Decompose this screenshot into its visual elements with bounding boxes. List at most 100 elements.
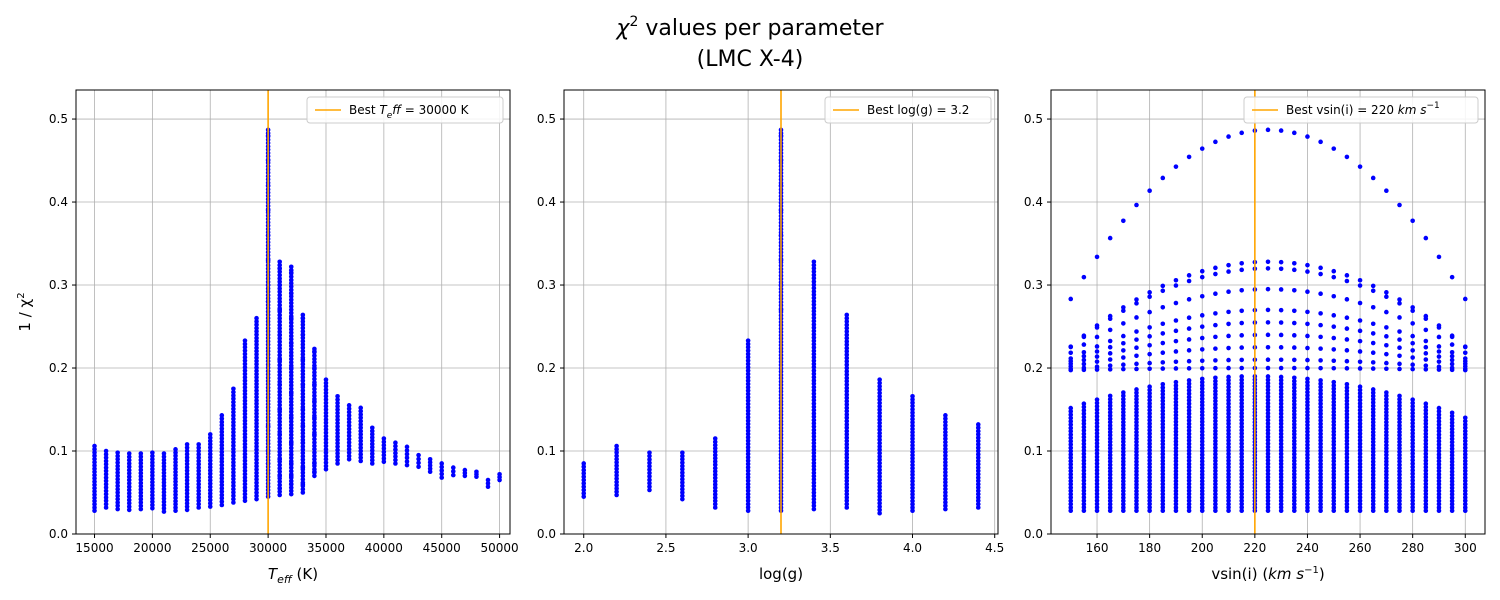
data-point <box>173 476 178 481</box>
data-point <box>680 473 685 479</box>
data-point <box>1081 334 1087 340</box>
data-point <box>811 457 817 462</box>
data-point <box>1305 379 1310 385</box>
data-point <box>1173 495 1179 500</box>
data-point <box>1331 402 1337 408</box>
data-point <box>1094 434 1100 439</box>
data-point <box>647 484 652 489</box>
data-point <box>1186 485 1192 490</box>
data-point <box>614 463 619 468</box>
data-point <box>745 348 751 353</box>
data-point <box>1134 492 1139 497</box>
data-point <box>1121 446 1126 451</box>
data-point <box>288 383 294 388</box>
y-tick-label: 0.5 <box>537 112 556 126</box>
data-point <box>1384 290 1389 295</box>
data-point <box>811 381 817 387</box>
data-point <box>1226 262 1231 268</box>
data-point <box>1410 447 1415 453</box>
y-tick-label: 0.4 <box>49 195 68 209</box>
data-point <box>242 478 248 484</box>
x-tick-label: 30000 <box>249 541 287 555</box>
data-point <box>1305 396 1310 401</box>
data-point <box>877 450 882 456</box>
data-point <box>1121 400 1126 405</box>
data-point <box>614 446 619 452</box>
data-point <box>877 404 882 409</box>
data-point <box>877 510 882 516</box>
data-point <box>1134 495 1139 500</box>
data-point <box>1344 408 1350 414</box>
data-point <box>1265 414 1271 420</box>
data-point <box>712 498 718 504</box>
data-point <box>745 351 751 357</box>
data-point <box>1226 134 1231 139</box>
data-point <box>1226 421 1231 427</box>
data-point <box>288 365 294 371</box>
data-point <box>277 386 282 391</box>
data-point <box>277 332 282 338</box>
data-point <box>910 505 915 510</box>
data-point <box>126 464 132 470</box>
data-point <box>1397 366 1402 372</box>
data-point <box>1410 407 1415 413</box>
data-point <box>1186 475 1192 480</box>
data-point <box>1199 347 1205 352</box>
data-point <box>877 397 882 402</box>
data-point <box>1160 468 1166 474</box>
data-point <box>1305 449 1310 454</box>
data-point <box>1278 428 1284 433</box>
data-point <box>811 437 817 443</box>
data-point <box>745 378 751 383</box>
data-point <box>1094 417 1100 423</box>
data-point <box>1305 445 1310 451</box>
data-point <box>877 424 882 429</box>
data-point <box>1160 350 1166 356</box>
data-point <box>1436 465 1442 471</box>
data-point <box>231 416 236 422</box>
data-point <box>1292 385 1297 391</box>
data-point <box>811 318 817 324</box>
data-point <box>1226 289 1231 295</box>
data-point <box>1107 488 1113 494</box>
data-point <box>1239 421 1244 426</box>
data-point <box>910 465 915 471</box>
data-point <box>844 425 850 431</box>
data-point <box>1423 235 1429 241</box>
data-point <box>1305 439 1310 444</box>
data-point <box>1292 415 1297 420</box>
data-point <box>910 410 915 415</box>
data-point <box>1305 386 1310 392</box>
data-point <box>312 426 317 432</box>
data-point <box>1147 508 1152 514</box>
data-point <box>1397 508 1402 514</box>
data-point <box>1436 428 1442 434</box>
data-point <box>1344 366 1350 371</box>
data-point <box>1410 471 1415 477</box>
data-point <box>1357 300 1363 306</box>
data-point <box>254 460 259 466</box>
data-point <box>1226 488 1231 493</box>
data-point <box>242 431 248 437</box>
data-point <box>1423 485 1429 490</box>
data-point <box>1305 289 1310 295</box>
data-point <box>1173 455 1179 461</box>
data-point <box>1397 452 1402 458</box>
data-point <box>614 450 619 455</box>
data-point <box>196 458 201 464</box>
data-point <box>323 407 329 412</box>
data-point <box>910 459 915 464</box>
y-tick-label: 0.2 <box>1024 361 1043 375</box>
data-point <box>975 468 981 474</box>
data-point <box>1147 294 1152 300</box>
data-point <box>1436 415 1442 421</box>
data-point <box>288 409 294 415</box>
data-point <box>1134 508 1139 514</box>
data-point <box>231 450 236 455</box>
data-point <box>1121 449 1126 454</box>
data-point <box>1278 411 1284 417</box>
data-point <box>1436 501 1442 507</box>
data-point <box>1213 485 1218 490</box>
data-point <box>1199 491 1205 497</box>
data-point <box>300 325 306 331</box>
